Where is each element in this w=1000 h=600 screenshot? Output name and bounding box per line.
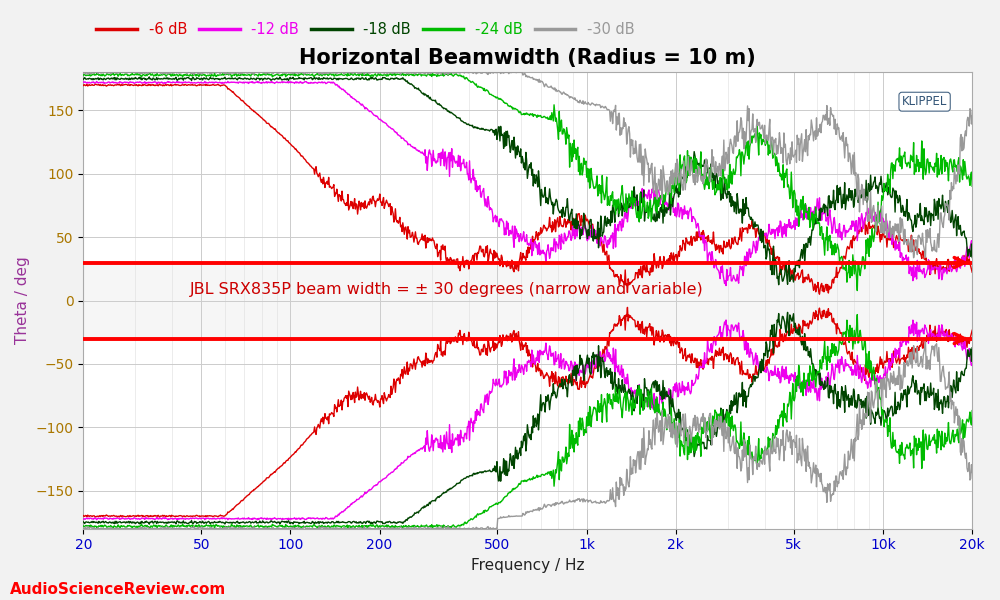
- Legend: -6 dB, -12 dB, -18 dB, -24 dB, -30 dB: -6 dB, -12 dB, -18 dB, -24 dB, -30 dB: [91, 16, 641, 43]
- Title: Horizontal Beamwidth (Radius = 10 m): Horizontal Beamwidth (Radius = 10 m): [299, 48, 756, 68]
- Text: AudioScienceReview.com: AudioScienceReview.com: [10, 582, 226, 597]
- Text: KLIPPEL: KLIPPEL: [902, 95, 947, 108]
- Y-axis label: Theta / deg: Theta / deg: [15, 257, 30, 344]
- Text: JBL SRX835P beam width = ± 30 degrees (narrow and variable): JBL SRX835P beam width = ± 30 degrees (n…: [190, 282, 704, 297]
- X-axis label: Frequency / Hz: Frequency / Hz: [471, 558, 584, 573]
- Bar: [83, 263, 972, 338]
